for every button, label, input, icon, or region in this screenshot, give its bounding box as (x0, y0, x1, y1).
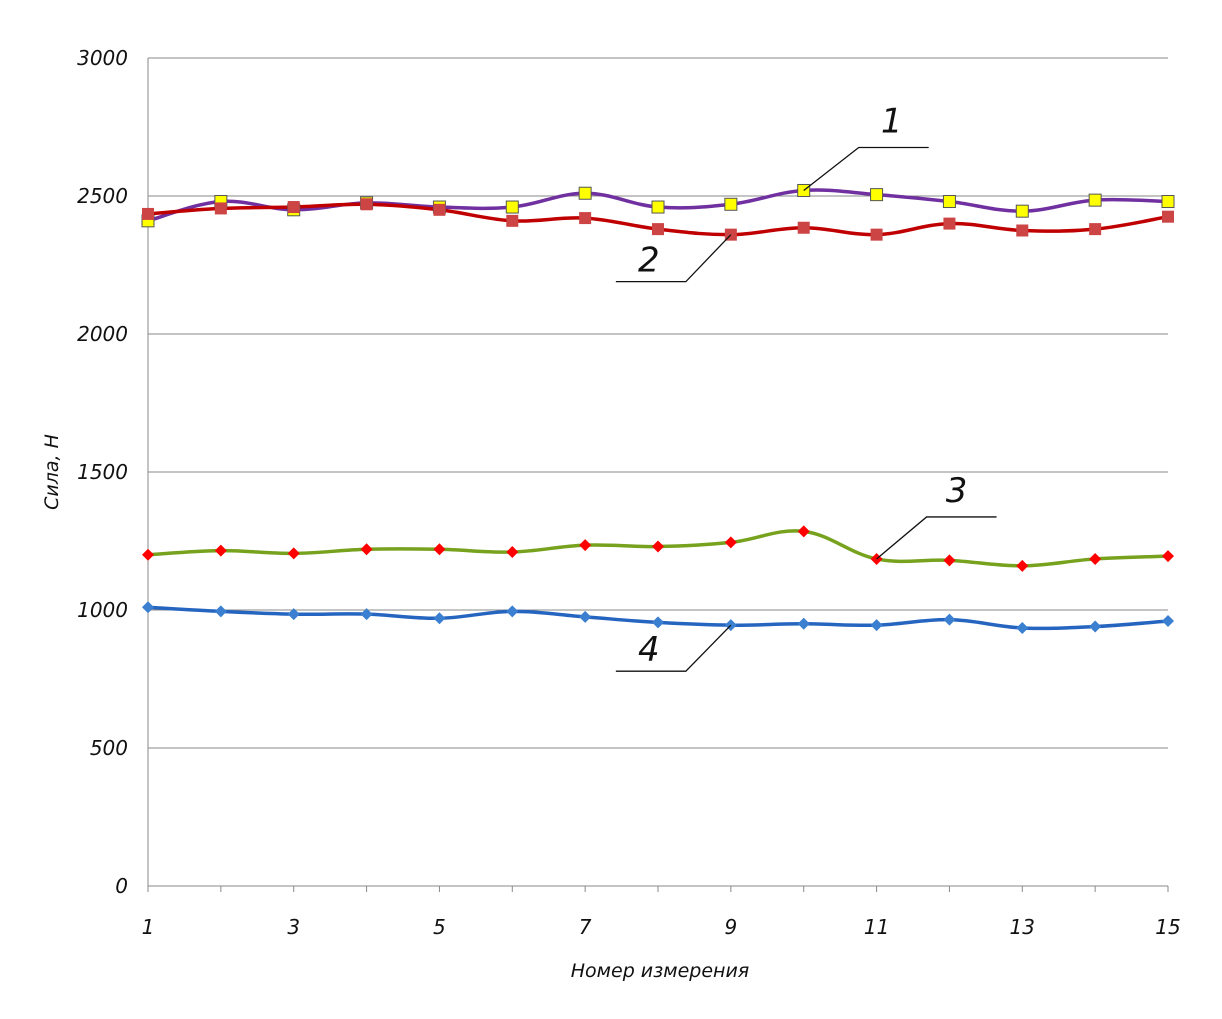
data-point-series-4 (579, 610, 592, 623)
x-tick-label: 13 (1010, 915, 1035, 939)
data-point-series-3 (797, 525, 810, 538)
data-point-series-4 (1016, 621, 1029, 634)
annotation-label-2: 2 (638, 241, 660, 281)
data-point-series-2 (1089, 223, 1102, 236)
annotation-leader-4 (615, 624, 732, 672)
x-axis-title: Номер измерения (571, 960, 749, 982)
x-tick-label: 9 (724, 915, 737, 939)
data-point-series-1 (1088, 193, 1102, 207)
data-point-series-3 (214, 544, 227, 557)
data-point-series-4 (433, 612, 446, 625)
data-point-series-3 (506, 546, 519, 559)
y-tick-label: 0 (115, 874, 128, 898)
data-point-series-2 (797, 221, 810, 234)
data-point-series-4 (1162, 615, 1174, 628)
data-point-series-2 (433, 203, 446, 216)
x-tick-label: 3 (287, 915, 300, 939)
data-point-series-1 (1015, 204, 1029, 218)
data-point-series-2 (287, 201, 300, 214)
data-point-series-4 (943, 613, 956, 626)
annotation-label-4: 4 (638, 630, 660, 670)
y-tick-label: 1500 (77, 460, 128, 484)
data-point-series-2 (214, 202, 227, 215)
data-point-series-2 (1162, 210, 1174, 223)
data-point-series-3 (1162, 550, 1174, 563)
data-point-series-3 (1089, 552, 1102, 565)
data-point-series-3 (1016, 559, 1029, 572)
series-annotations: 1 2 3 4 (615, 101, 997, 672)
x-tick-label: 5 (433, 915, 446, 939)
data-point-series-4 (1089, 620, 1102, 633)
y-tick-labels: 0 500 1000 1500 2000 2500 3000 (77, 46, 128, 898)
data-point-series-3 (287, 547, 300, 560)
data-point-series-2 (142, 207, 154, 220)
data-point-series-2 (870, 228, 883, 241)
annotation-leader-1 (803, 146, 929, 191)
x-tick-labels: 1 3 5 7 9 11 13 15 (142, 915, 1181, 939)
data-point-series-4 (142, 601, 154, 614)
data-point-series-4 (870, 619, 883, 632)
data-point-series-4 (797, 617, 810, 630)
data-point-series-4 (506, 605, 519, 618)
data-point-series-4 (652, 616, 664, 629)
y-tick-label: 500 (90, 736, 128, 760)
data-point-series-3 (360, 543, 373, 556)
data-point-series-3 (943, 554, 956, 567)
x-tick-label: 1 (142, 915, 155, 939)
x-tick-label: 7 (579, 915, 592, 939)
data-point-series-3 (652, 540, 664, 553)
data-point-series-3 (433, 543, 446, 556)
data-point-series-1 (1161, 195, 1175, 209)
data-point-series-4 (214, 605, 227, 618)
data-point-series-2 (652, 223, 664, 236)
y-tick-label: 1000 (77, 598, 128, 622)
data-point-series-1 (651, 200, 665, 214)
data-point-series-4 (287, 608, 300, 621)
y-tick-label: 2000 (77, 322, 128, 346)
annotation-label-1: 1 (881, 101, 903, 141)
data-point-series-1 (505, 200, 519, 214)
annotation-leader-3 (876, 516, 997, 560)
y-tick-label: 3000 (77, 46, 128, 70)
gridlines (148, 57, 1168, 749)
data-point-series-2 (506, 214, 519, 227)
data-point-series-2 (1016, 224, 1029, 237)
x-tick-label: 15 (1155, 915, 1180, 939)
data-point-series-2 (360, 198, 373, 211)
data-point-series-2 (579, 212, 592, 225)
data-point-series-1 (578, 186, 592, 200)
annotation-label-3: 3 (946, 471, 968, 511)
axes (147, 58, 1169, 892)
series-markers (141, 183, 1175, 634)
annotation-leader-2 (615, 234, 732, 283)
data-point-series-3 (142, 548, 154, 561)
x-tick-label: 11 (864, 915, 889, 939)
data-point-series-2 (943, 217, 956, 230)
data-point-series-1 (942, 195, 956, 209)
y-axis-title: Сила, Н (41, 434, 63, 510)
data-point-series-3 (579, 539, 592, 552)
y-tick-label: 2500 (77, 184, 128, 208)
data-point-series-1 (724, 197, 738, 211)
data-point-series-3 (724, 536, 737, 549)
data-point-series-4 (360, 608, 373, 621)
data-point-series-1 (870, 188, 884, 202)
